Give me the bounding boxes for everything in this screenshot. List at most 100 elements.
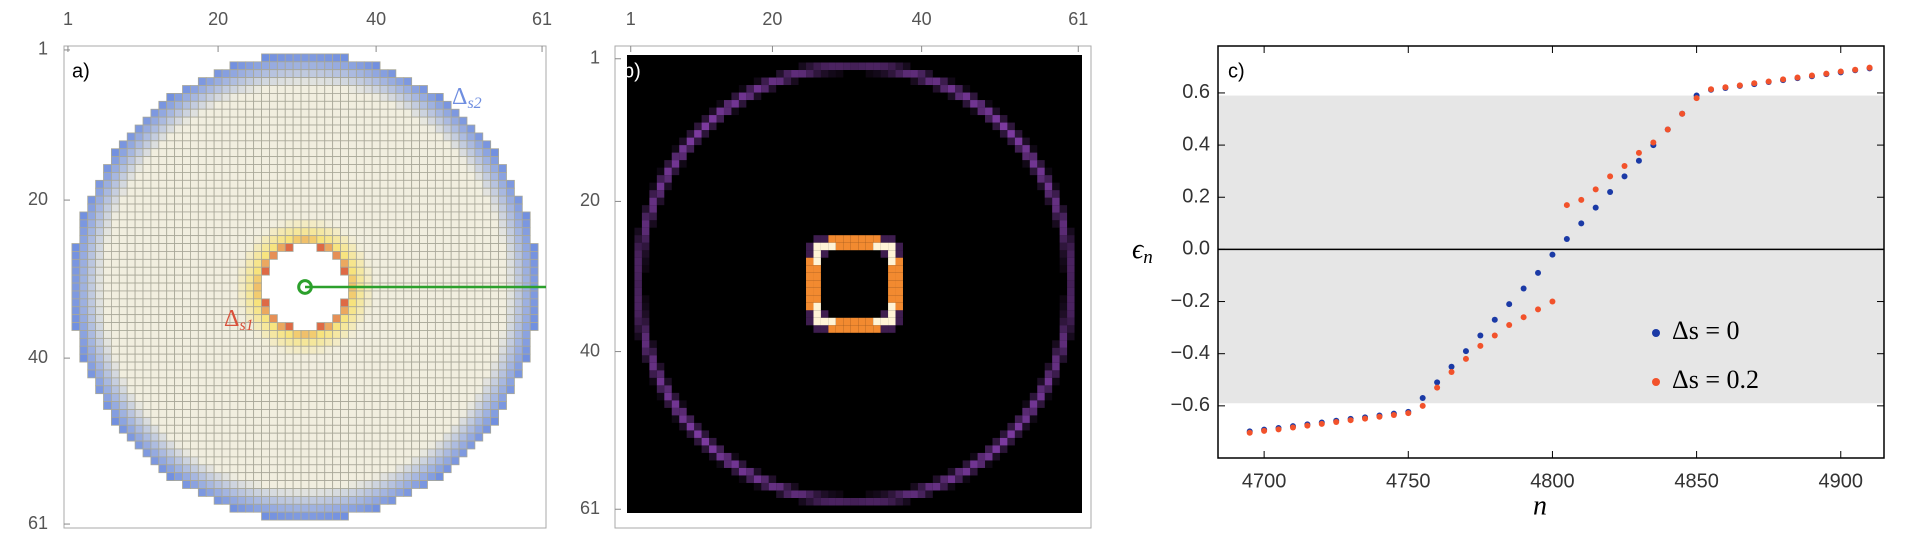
lattice-cell [387,495,397,505]
lattice-cell [87,235,97,244]
heatmap-cell [820,235,829,243]
lattice-cell [474,172,484,181]
lattice-cell [245,495,255,505]
lattice-cell [174,100,183,110]
heatmap-cell [970,107,978,116]
lattice-cell [150,314,160,323]
lattice-cell [221,266,231,276]
lattice-cell [379,243,389,252]
lattice-cell [284,345,294,355]
lattice-cell [292,211,302,221]
lattice-cell [79,219,89,229]
heatmap-cell [649,355,657,363]
lattice-cell [419,124,428,134]
heatmap-cell [1052,377,1060,386]
lattice-cell [197,211,207,221]
lattice-cell [261,503,270,513]
lattice-cell [197,401,207,410]
lattice-cell [506,211,515,221]
lattice-cell [182,314,191,323]
lattice-cell [245,503,255,513]
lattice-cell [276,472,286,481]
lattice-cell [419,393,428,402]
lattice-cell [103,306,112,316]
lattice-cell [490,322,499,331]
heatmap-cell [813,490,821,498]
lattice-cell [229,258,239,268]
lattice-cell [166,211,176,221]
lattice-cell [427,337,436,347]
lattice-cell [363,61,373,71]
lattice-cell [118,353,128,363]
lattice-cell [292,337,302,347]
heatmap-cell [1067,227,1075,236]
y-tick-label: 40 [580,340,600,360]
lattice-cell [221,456,231,466]
lattice-cell [371,187,381,197]
lattice-cell [450,258,460,268]
lattice-cell [150,116,160,126]
lattice-cell [363,235,373,244]
lattice-cell [458,416,468,426]
lead-site [297,279,313,295]
lattice-cell [190,203,199,213]
lattice-cell [103,172,112,181]
lattice-cell [395,440,405,450]
lattice-cell [300,456,310,466]
lattice-cell [166,124,176,134]
lattice-cell [427,124,436,134]
lattice-cell [166,416,176,426]
lattice-cell [213,187,223,197]
lattice-cell [213,211,223,221]
heatmap-cell [820,250,829,258]
lattice-cell [245,108,255,118]
lattice-cell [332,353,341,363]
lattice-cell [190,432,199,442]
lattice-cell [419,203,428,213]
lattice-cell [458,298,468,308]
lattice-cell [253,156,262,165]
lattice-cell [340,203,349,213]
lattice-cell [355,464,365,474]
lattice-cell [253,456,262,466]
lattice-cell [340,409,349,418]
lattice-cell [379,211,389,221]
lattice-cell [387,211,397,221]
lattice-cell [166,172,176,181]
lattice-cell [308,195,318,205]
lattice-cell [419,227,428,237]
point [1693,95,1700,102]
heatmap-cell [716,460,724,468]
lattice-cell [245,424,255,434]
heatmap-cell [1052,370,1060,378]
heatmap-cell [1059,250,1068,258]
lattice-cell [403,393,413,402]
lattice-cell [490,298,499,308]
lattice-cell [316,235,326,244]
lattice-cell [79,298,89,308]
heatmap-cell [843,235,851,243]
lattice-cell [237,100,247,110]
lattice-cell [490,195,499,205]
heatmap-cell [1029,160,1038,168]
lattice-cell [292,69,302,79]
lattice-cell [411,172,420,181]
lattice-cell [237,393,247,402]
lattice-cell [466,353,476,363]
lattice-cell [482,424,492,434]
lattice-cell [174,211,183,221]
heatmap-cell [1007,422,1015,431]
lattice-cell [284,211,294,221]
lattice-cell [348,314,357,323]
lattice-cell [506,369,515,379]
heatmap-cell [873,62,881,71]
lattice-cell [419,290,428,300]
lattice-cell [387,464,397,474]
heatmap-cell [694,130,702,138]
lattice-cell [261,211,270,221]
lattice-cell [340,124,349,134]
lattice-cell [300,377,310,387]
lattice-cell [490,156,499,165]
lattice-cell [95,187,104,197]
lattice-cell [87,251,97,260]
